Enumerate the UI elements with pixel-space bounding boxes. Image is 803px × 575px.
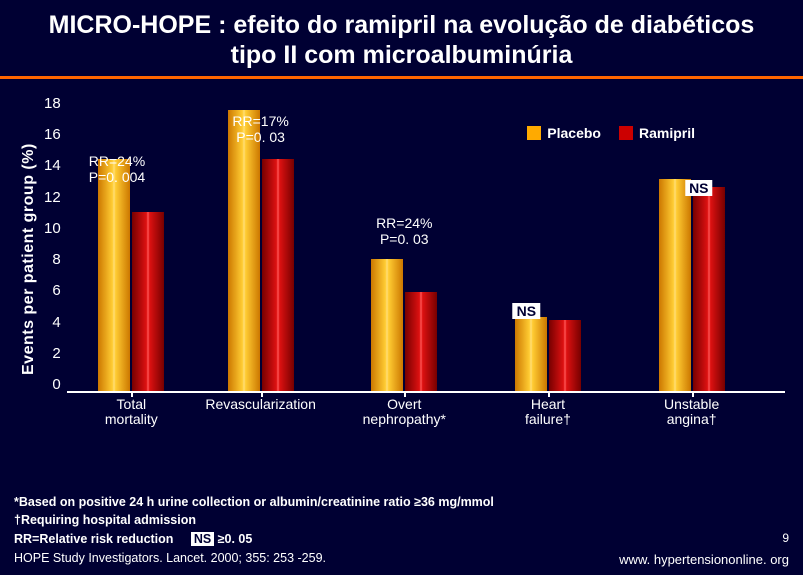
chart-annotation: RR=24%P=0. 004 <box>89 153 145 185</box>
bar-group <box>510 93 586 391</box>
ramipril-bar <box>132 93 164 391</box>
y-tick: 6 <box>44 282 61 299</box>
chart-annotation: RR=17%P=0. 03 <box>232 113 288 145</box>
x-axis-label: Revascularization <box>205 397 316 412</box>
chart: Events per patient group (%) 18 16 14 12 10 8… <box>18 85 785 433</box>
y-axis-label: Events per patient group (%) <box>18 85 40 433</box>
footnote-2: †Requiring hospital admission <box>14 512 789 529</box>
x-axis-label: Heartfailure† <box>525 397 571 428</box>
y-tick: 2 <box>44 345 61 362</box>
x-axis-label: Unstableangina† <box>664 397 719 428</box>
bar-group <box>654 93 730 391</box>
footnote-3: RR=Relative risk reduction NS ≥0. 05 <box>14 531 789 548</box>
site-url: www. hypertensiononline. org <box>619 552 789 567</box>
placebo-bar <box>98 93 130 391</box>
ramipril-bar <box>693 93 725 391</box>
chart-annotation: NS <box>513 303 540 319</box>
y-tick: 12 <box>44 189 61 206</box>
y-tick: 18 <box>44 95 61 112</box>
chart-annotation: NS <box>685 180 712 196</box>
plot-area: RR=24%P=0. 004 RR=17%P=0. 03 RR=24%P=0. 03… <box>67 95 785 393</box>
y-tick: 0 <box>44 376 61 393</box>
placebo-bar <box>659 93 691 391</box>
chart-annotation: RR=24%P=0. 03 <box>376 215 432 247</box>
x-axis-label: Overtnephropathy* <box>363 397 446 428</box>
bar-group <box>93 93 169 391</box>
y-tick: 16 <box>44 126 61 143</box>
y-tick: 4 <box>44 314 61 331</box>
y-tick: 14 <box>44 157 61 174</box>
plot: Placebo Ramipril RR=24%P=0. 004RR=17%P=0… <box>67 85 785 433</box>
page-title: MICRO-HOPE : efeito do ramipril na evolu… <box>0 0 803 76</box>
y-axis-ticks: 18 16 14 12 10 8 6 4 2 0 <box>40 85 67 433</box>
page-number: 9 <box>782 531 789 545</box>
footnote-1: *Based on positive 24 h urine collection… <box>14 494 789 511</box>
ns-badge: NS <box>191 532 214 546</box>
x-axis-labels: Totalmortality Revascularization Overtneph… <box>67 393 785 433</box>
y-tick: 10 <box>44 220 61 237</box>
ramipril-bar <box>549 93 581 391</box>
title-divider <box>0 76 803 79</box>
x-axis-label: Totalmortality <box>105 397 158 428</box>
y-tick: 8 <box>44 251 61 268</box>
placebo-bar <box>515 93 547 391</box>
